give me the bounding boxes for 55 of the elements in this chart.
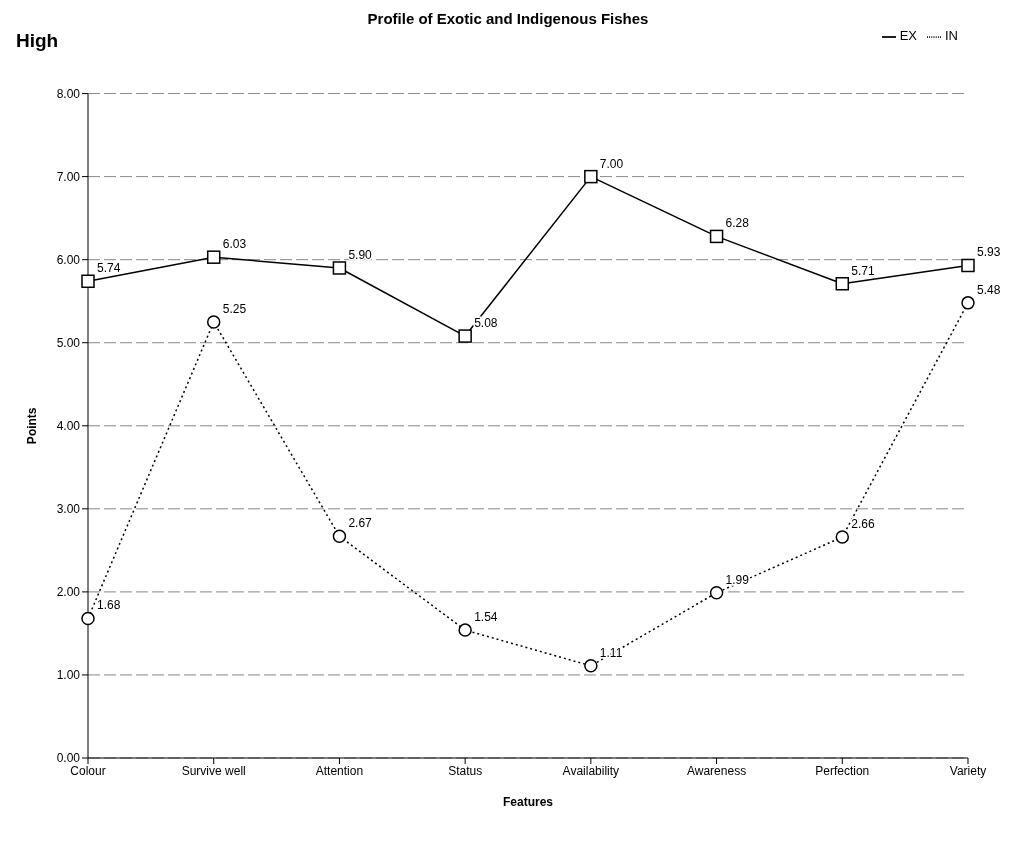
point	[206, 250, 221, 264]
y-tick-label: 7.00	[56, 169, 81, 184]
data-label: 2.66	[851, 517, 875, 532]
data-label: 1.11	[599, 645, 623, 660]
point	[835, 277, 850, 291]
point	[961, 258, 975, 273]
data-label: 2.67	[348, 516, 373, 531]
text: High	[16, 30, 59, 52]
chart-title: Profile of Exotic and Indigenous Fishes	[366, 10, 650, 27]
x-tick-label: Availability	[562, 763, 620, 778]
point	[458, 329, 472, 343]
point	[961, 296, 975, 310]
data-label: 5.48	[977, 282, 1001, 297]
data-label: 6.03	[222, 237, 247, 252]
point	[584, 169, 598, 184]
point	[709, 585, 724, 600]
y-tick-label: 8.00	[56, 86, 81, 101]
x-tick-label: Status	[448, 763, 483, 778]
point	[458, 623, 472, 637]
y-tick-label: 4.00	[56, 419, 81, 434]
x-tick-label: Colour	[70, 763, 106, 778]
data-label: 5.93	[977, 245, 1001, 260]
point	[332, 261, 347, 275]
data-label: 1.99	[725, 572, 750, 587]
x-tick-label: Variety	[949, 763, 987, 778]
x-tick-label: Survive well	[181, 763, 246, 778]
y-axis-title: Points	[25, 407, 40, 445]
y-tick-label: 0.00	[56, 751, 81, 766]
point	[81, 274, 95, 289]
point	[709, 229, 724, 244]
y-tick-label: 1.00	[56, 668, 81, 683]
point	[81, 611, 95, 626]
legend-label: IN	[945, 28, 958, 43]
point	[206, 315, 221, 329]
legend-label: EX	[899, 28, 917, 43]
y-tick-label: 3.00	[56, 502, 81, 517]
data-label: 5.71	[851, 263, 875, 278]
y-tick-label: 2.00	[56, 585, 81, 600]
y-tick-label: 6.00	[56, 252, 81, 267]
point	[584, 659, 598, 673]
x-axis-title: Features	[502, 795, 554, 809]
point	[835, 530, 850, 544]
data-label: 1.68	[97, 598, 121, 613]
y-tick-label: 5.00	[56, 335, 81, 350]
x-tick-label: Awareness	[686, 763, 747, 778]
data-label: 5.90	[348, 247, 373, 262]
x-tick-label: Attention	[315, 763, 364, 778]
data-label: 5.74	[97, 261, 121, 276]
point	[332, 529, 347, 543]
data-label: 7.00	[599, 156, 624, 171]
data-label: 5.25	[222, 301, 247, 316]
data-label: 6.28	[725, 216, 750, 231]
data-label: 5.08	[474, 316, 498, 331]
x-tick-label: Perfection	[815, 763, 870, 778]
data-label: 1.54	[474, 610, 498, 625]
